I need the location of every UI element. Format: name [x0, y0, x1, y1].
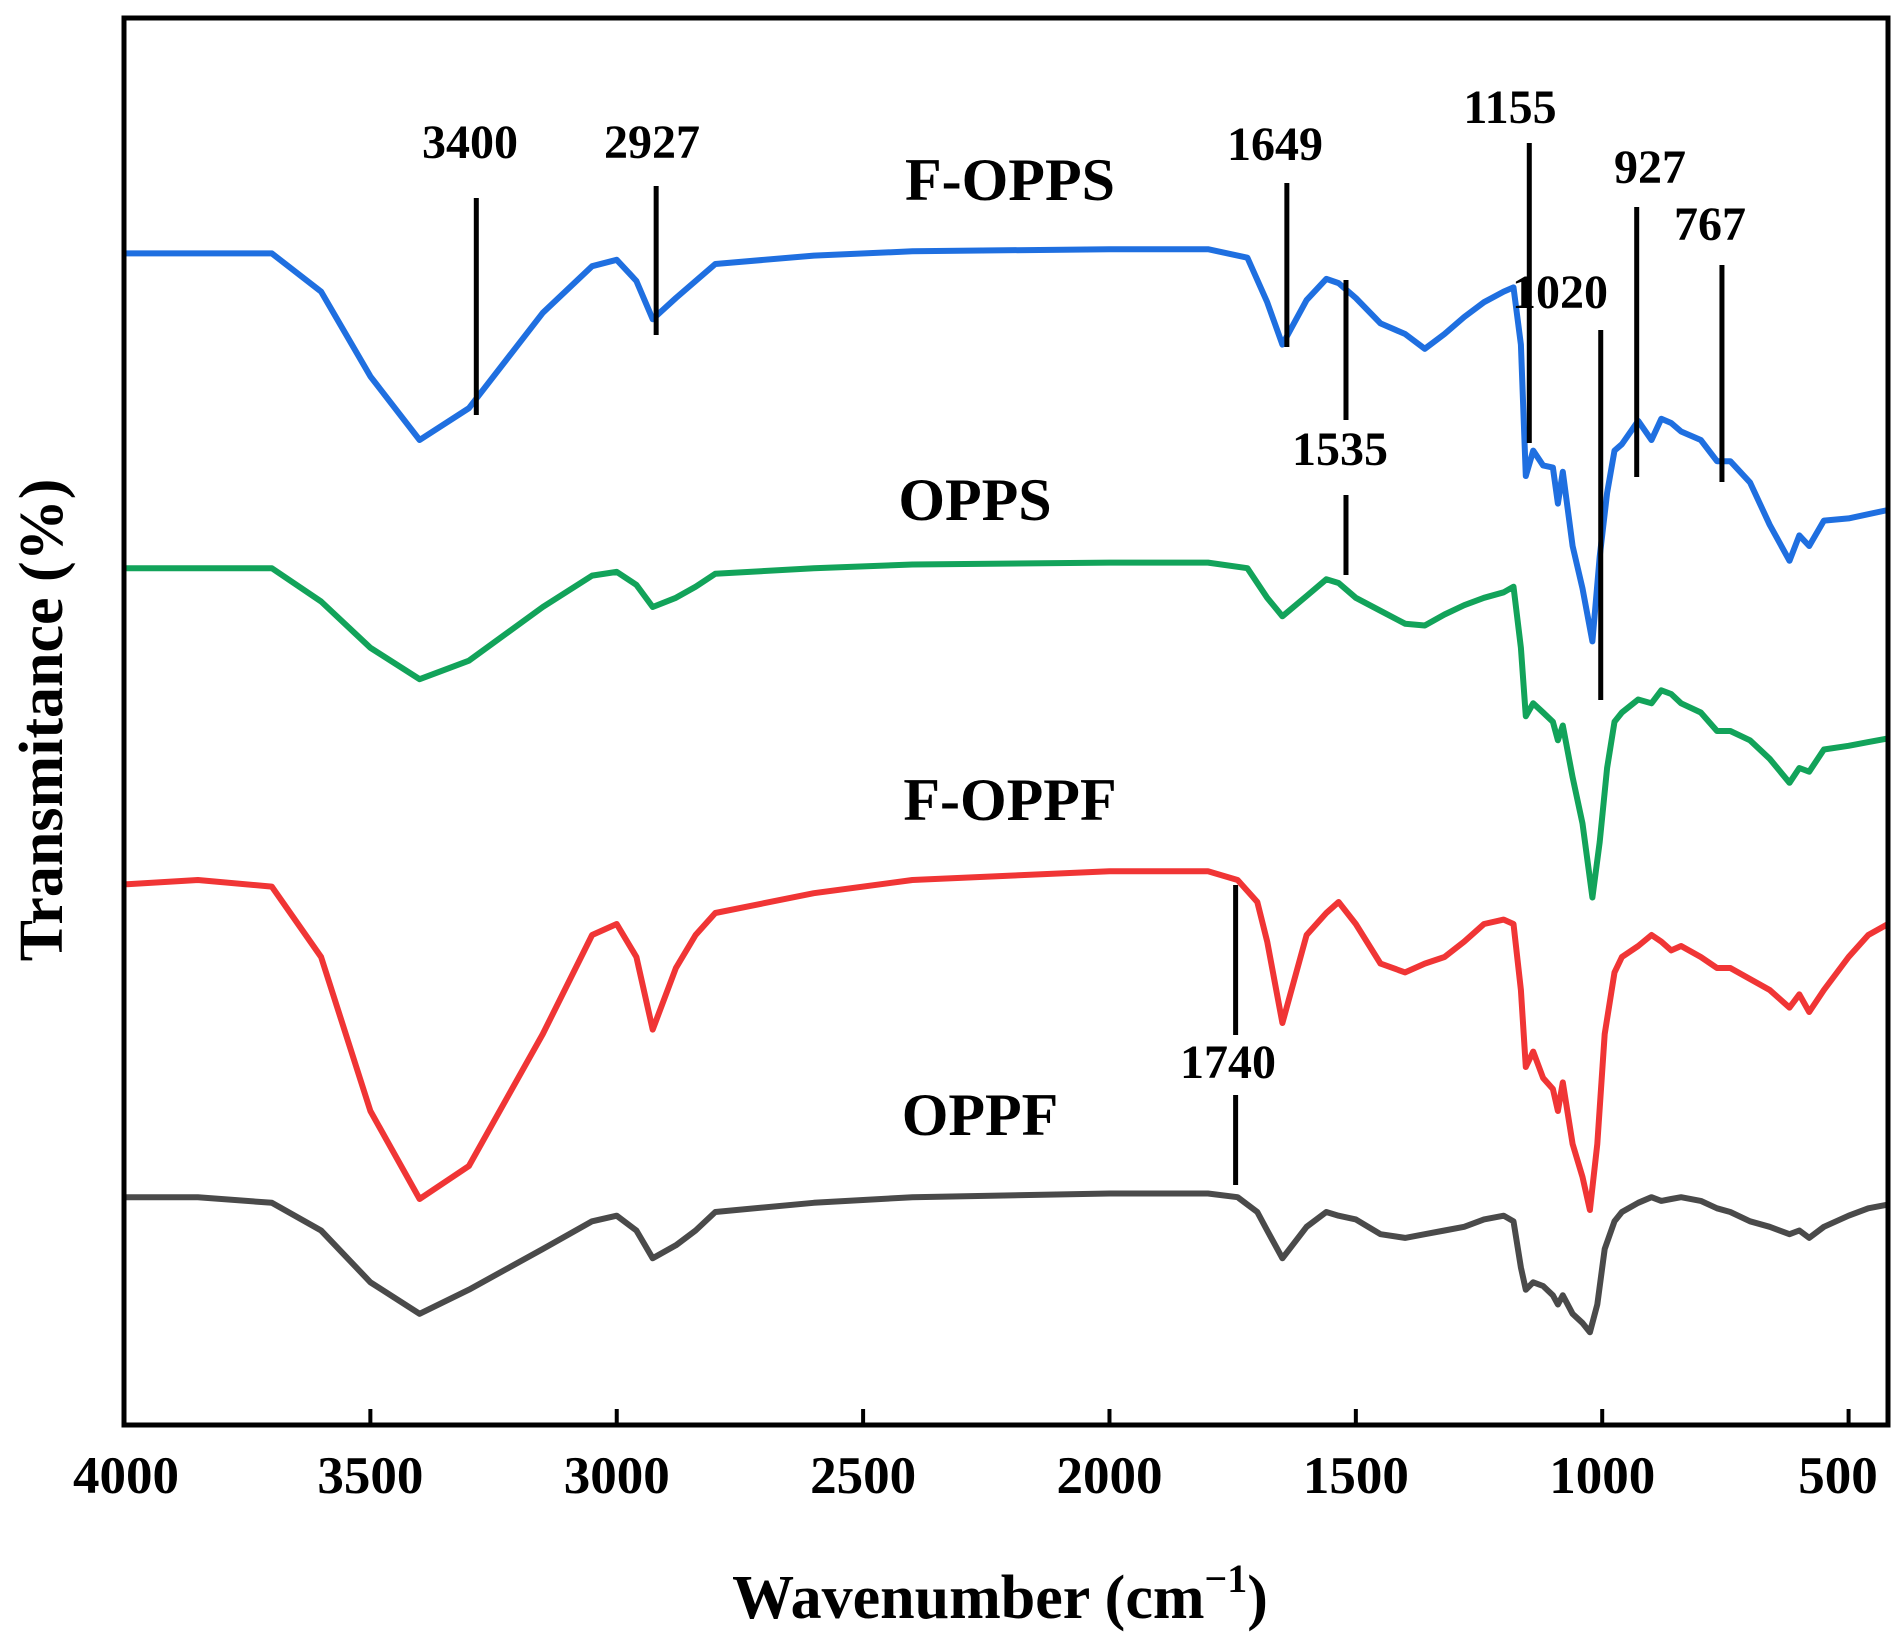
series-label-oppf: OPPF [902, 1082, 1059, 1148]
peak-label-1740: 1740 [1180, 1036, 1276, 1089]
x-tick-label: 2500 [810, 1447, 916, 1505]
x-axis-title-superscript: −1 [1204, 1556, 1247, 1601]
peak-label-1155: 1155 [1463, 81, 1556, 134]
series-line-f-oppf [123, 868, 1890, 1213]
x-tick-label: 1500 [1303, 1447, 1409, 1505]
x-tick-label: 500 [1798, 1447, 1878, 1505]
series-label-f-opps: F-OPPS [905, 147, 1115, 213]
peak-label-1535: 1535 [1292, 423, 1388, 476]
peak-label-1649: 1649 [1227, 118, 1323, 171]
peak-label-3400: 3400 [422, 116, 518, 169]
series-label-f-oppf: F-OPPF [903, 767, 1116, 833]
x-tick-label: 3000 [564, 1447, 670, 1505]
x-tick-label: 4000 [73, 1447, 179, 1505]
series-layer [123, 246, 1890, 1336]
peak-label-767: 767 [1674, 198, 1746, 251]
x-tick-label: 2000 [1056, 1447, 1162, 1505]
x-tick-label: 3500 [317, 1447, 423, 1505]
x-tick-label: 1000 [1549, 1447, 1655, 1505]
peak-label-1020: 1020 [1512, 266, 1608, 319]
series-labels: F-OPPS OPPS F-OPPF OPPF [898, 147, 1116, 1148]
series-line-opps [124, 559, 1889, 901]
series-line-f-opps [124, 246, 1889, 645]
series-line-oppf [124, 1190, 1889, 1336]
y-axis-title: Transmitance (%) [8, 479, 76, 962]
series-label-opps: OPPS [898, 467, 1051, 533]
x-axis-ticks: 4000 3500 3000 2500 2000 1500 1000 500 [73, 1409, 1878, 1505]
plot-frame [121, 15, 1891, 1428]
peak-label-927: 927 [1614, 141, 1686, 194]
x-axis-title: Wavenumber (cm−1) [732, 1556, 1268, 1632]
peak-label-2927: 2927 [604, 116, 700, 169]
